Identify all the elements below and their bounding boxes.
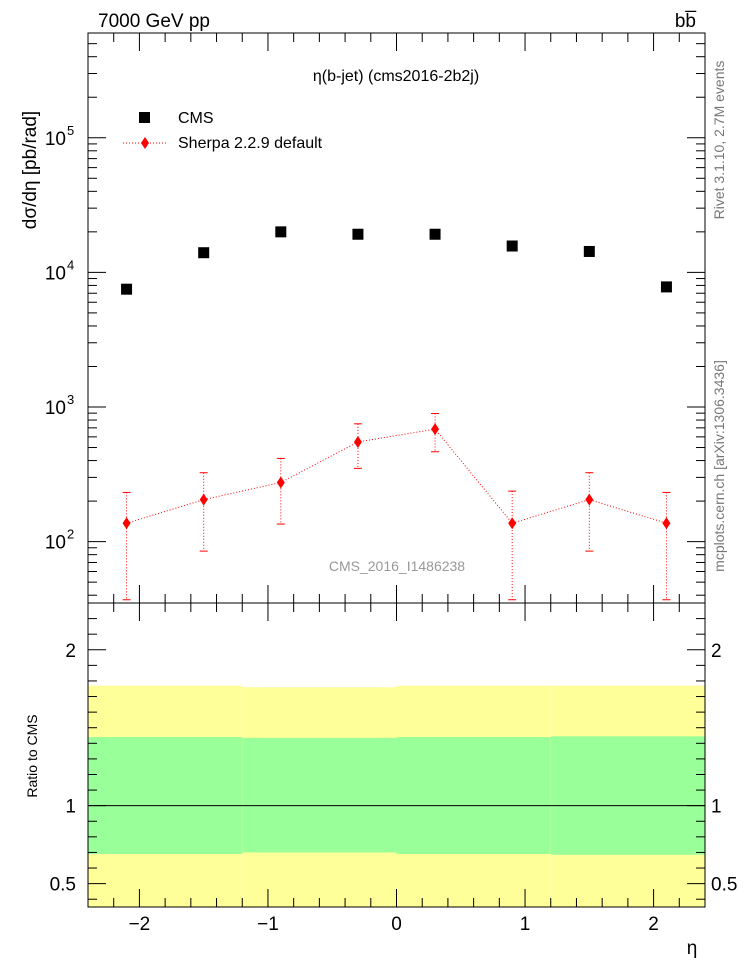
cms-point: [121, 283, 133, 295]
main-y-tick-label: 10: [45, 398, 66, 419]
analysis-watermark: CMS_2016_I1486238: [329, 558, 465, 574]
sherpa-point: [353, 435, 362, 448]
sherpa-point: [199, 493, 208, 506]
ratio-y-axis-label: Ratio to CMS: [24, 714, 40, 797]
x-tick-label: 2: [648, 914, 659, 935]
series-sherpa: [122, 412, 671, 601]
main-y-tick-label: 10: [45, 263, 66, 284]
band-inner-3: [550, 736, 705, 855]
ratio-y-tick-label-right: 0.5: [711, 875, 737, 896]
sherpa-point: [431, 423, 440, 436]
main-y-axis-label: dσ/dη [pb/rad]: [20, 111, 41, 229]
sherpa-point: [585, 493, 594, 506]
band-inner-2: [396, 737, 551, 854]
sherpa-point: [508, 517, 517, 530]
legend-marker-sherpa: [141, 137, 149, 149]
legend-label-sherpa: Sherpa 2.2.9 default: [178, 135, 323, 152]
header-left: 7000 GeV pp: [98, 11, 210, 32]
main-y-tick-exponent: 4: [67, 257, 74, 272]
x-tick-label: −1: [257, 914, 279, 935]
ratio-bands: [88, 685, 705, 907]
band-inner-0: [88, 737, 243, 854]
x-axis-label: η: [687, 938, 698, 959]
cms-point: [275, 226, 287, 238]
main-y-tick-label: 10: [45, 129, 66, 150]
main-y-tick-exponent: 2: [67, 527, 74, 542]
x-tick-label: 0: [391, 914, 402, 935]
ratio-y-tick-label-right: 2: [711, 641, 722, 662]
legend-label-cms: CMS: [178, 110, 214, 127]
cms-point: [198, 247, 210, 259]
series-cms: [121, 226, 672, 295]
main-y-tick-label: 10: [45, 533, 66, 554]
main-y-tick-exponent: 5: [67, 123, 74, 138]
sherpa-point: [662, 517, 671, 530]
ratio-y-tick-label-left: 0.5: [50, 875, 76, 896]
ratio-y-tick-label-right: 1: [711, 797, 722, 818]
cms-point: [660, 281, 672, 293]
sherpa-line: [126, 428, 667, 524]
cms-point: [429, 228, 441, 240]
ratio-y-tick-label-left: 1: [65, 797, 76, 818]
x-tick-label: 1: [520, 914, 531, 935]
cms-point: [506, 240, 518, 252]
header-right: bb̅: [675, 11, 697, 32]
main-y-tick-exponent: 3: [67, 392, 74, 407]
x-tick-label: −2: [129, 914, 151, 935]
cms-point: [583, 245, 595, 257]
legend-marker-cms: [139, 112, 150, 123]
rivet-label: Rivet 3.1.10, 2.7M events: [711, 61, 727, 220]
ratio-y-tick-label-left: 2: [65, 641, 76, 662]
cms-point: [352, 228, 364, 240]
plot-title: η(b-jet) (cms2016-2b2j): [313, 68, 479, 85]
mcplots-label: mcplots.cern.ch [arXiv:1306.3436]: [711, 360, 727, 572]
sherpa-point: [122, 517, 131, 530]
band-inner-1: [242, 737, 397, 853]
ratio-panel-frame: [87, 602, 706, 908]
sherpa-point: [276, 476, 285, 489]
